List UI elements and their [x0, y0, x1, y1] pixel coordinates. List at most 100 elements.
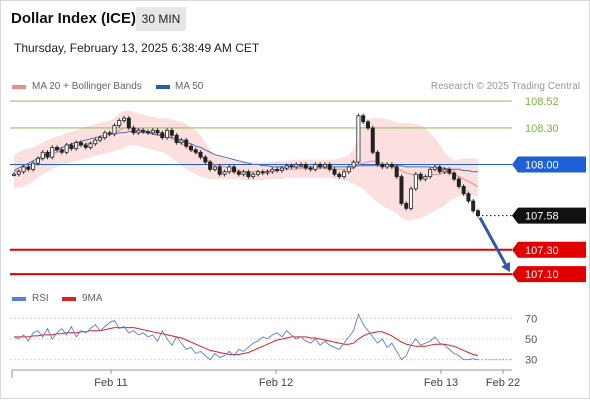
candle: [275, 168, 280, 171]
candle: [212, 166, 217, 170]
forecast-arrowhead: [501, 261, 510, 273]
rsi-tick-label: 50: [525, 334, 537, 346]
candle: [203, 156, 208, 163]
credit-text: Research © 2025 Trading Central: [430, 81, 580, 92]
candle: [246, 171, 251, 178]
candle: [198, 151, 203, 158]
candle: [26, 166, 31, 170]
x-tick-label: Feb 11: [94, 377, 127, 389]
candle: [308, 167, 313, 170]
candle: [102, 132, 107, 139]
legend-swatch-9ma: [62, 297, 76, 301]
candle: [466, 193, 471, 202]
candle: [380, 164, 385, 168]
candle: [241, 171, 246, 175]
candle: [179, 139, 184, 143]
candle: [318, 164, 323, 168]
candle: [74, 142, 79, 150]
candle: [174, 134, 179, 143]
candle: [284, 165, 289, 169]
rsi-tick-label: 30: [525, 355, 537, 367]
candle: [294, 164, 299, 168]
candle: [45, 151, 50, 158]
candle: [136, 129, 141, 134]
timeframe-badge[interactable]: 30 MIN: [136, 7, 186, 31]
candle: [169, 129, 174, 136]
ma20-line: [13, 127, 479, 187]
candle: [141, 129, 146, 132]
rsi-9ma-line: [14, 327, 479, 357]
candle: [351, 161, 356, 168]
candle: [447, 168, 452, 174]
candle: [442, 168, 447, 173]
level-label-107-10: 107.10: [512, 266, 586, 283]
level-label-107-58: 107.58: [512, 207, 586, 224]
candle: [413, 173, 418, 190]
candle: [361, 115, 366, 123]
candle: [375, 151, 380, 165]
level-tag: [512, 266, 586, 283]
candle: [475, 210, 480, 217]
level-value-text: 107.10: [525, 269, 559, 281]
candle: [93, 139, 98, 145]
legend-label-rsi: RSI: [32, 293, 49, 304]
level-value-text: 108.00: [525, 159, 559, 171]
candle: [98, 137, 103, 141]
candle: [337, 173, 342, 178]
candle: [389, 164, 394, 168]
candle: [327, 164, 332, 170]
legend-swatch-ma50: [156, 85, 170, 89]
candle: [437, 166, 442, 173]
candle: [432, 166, 437, 170]
level-label-107-30: 107.30: [512, 241, 586, 258]
rsi-line: [13, 312, 479, 361]
candle: [11, 173, 16, 176]
candle: [356, 115, 361, 163]
candle: [131, 127, 136, 134]
level-tag: [512, 207, 586, 224]
forecast-arrow: [478, 216, 507, 266]
candle: [69, 144, 74, 150]
legend-label-9ma: 9MA: [82, 293, 103, 304]
candle: [260, 171, 265, 174]
candle: [16, 171, 21, 175]
candle: [31, 162, 36, 170]
candle: [78, 142, 83, 146]
candle: [270, 168, 275, 173]
candle: [35, 157, 40, 164]
candle: [88, 143, 93, 148]
legend-label-ma50: MA 50: [175, 81, 204, 92]
candle: [265, 171, 270, 174]
candle: [59, 149, 64, 153]
candle: [332, 168, 337, 175]
candle: [188, 145, 193, 151]
x-tick-label: Feb 13: [424, 377, 458, 389]
level-label-108-00: 108.00: [512, 156, 586, 173]
candle: [83, 144, 88, 148]
candle: [303, 164, 308, 169]
candle: [471, 200, 476, 212]
ma50-line: [13, 131, 478, 173]
candle: [418, 173, 423, 180]
legend-swatch-bollinger: [12, 85, 26, 89]
candle: [117, 120, 122, 126]
level-value-text: 107.58: [525, 211, 559, 223]
candle: [184, 139, 189, 147]
candle: [165, 129, 170, 139]
candle: [251, 173, 256, 178]
level-value-text: 107.30: [525, 245, 559, 257]
candle: [236, 171, 241, 175]
candle: [217, 166, 222, 175]
candle: [365, 121, 370, 129]
candle: [222, 171, 227, 175]
candle: [21, 166, 26, 173]
candle: [122, 117, 127, 121]
instrument-title: Dollar Index (ICE): [11, 10, 137, 27]
legend-label-bollinger: MA 20 + Bollinger Bands: [32, 81, 142, 92]
candle: [456, 178, 461, 187]
candle: [126, 117, 131, 129]
level-tag: [512, 241, 586, 258]
level-label-108-52: 108.52: [525, 96, 559, 108]
x-tick-label: Feb 22: [486, 377, 520, 389]
